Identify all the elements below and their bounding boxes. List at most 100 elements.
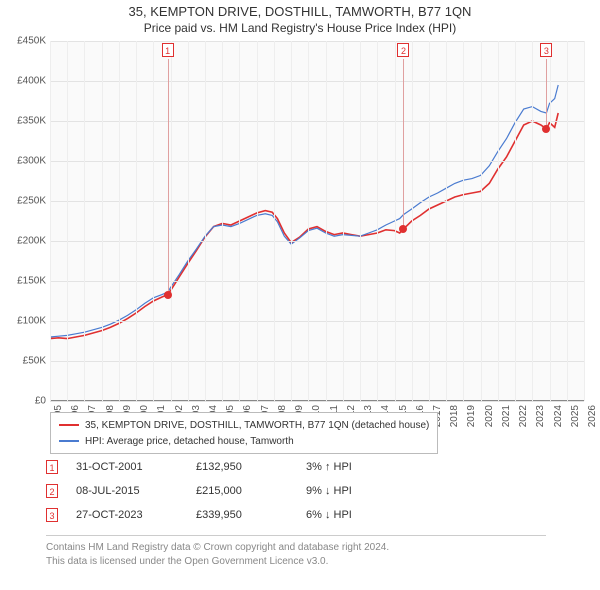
sale-price: £215,000 (196, 485, 306, 497)
x-gridline (481, 41, 482, 401)
marker-box: 2 (397, 43, 409, 57)
y-tick-label: £150K (2, 276, 46, 287)
sale-vs-hpi: 9% ↓ HPI (306, 485, 426, 497)
sale-date: 27-OCT-2023 (76, 509, 196, 521)
legend-label: HPI: Average price, detached house, Tamw… (85, 436, 294, 447)
x-gridline (84, 41, 85, 401)
x-gridline (395, 41, 396, 401)
marker-connector (403, 59, 404, 229)
x-gridline (463, 41, 464, 401)
y-gridline (50, 121, 584, 122)
x-tick-label: 2026 (587, 405, 598, 427)
chart-title-block: 35, KEMPTON DRIVE, DOSTHILL, TAMWORTH, B… (0, 0, 600, 35)
x-gridline (326, 41, 327, 401)
sale-marker-ref: 3 (46, 508, 58, 522)
sales-table: 1 31-OCT-2001£132,9503% ↑ HPI 2 08-JUL-2015… (46, 455, 426, 527)
marker-dot (164, 291, 172, 299)
y-tick-label: £100K (2, 316, 46, 327)
marker-dot (542, 125, 550, 133)
x-gridline (222, 41, 223, 401)
x-gridline (377, 41, 378, 401)
x-gridline (171, 41, 172, 401)
y-gridline (50, 201, 584, 202)
x-gridline (205, 41, 206, 401)
x-gridline (429, 41, 430, 401)
y-gridline (50, 241, 584, 242)
y-tick-label: £450K (2, 36, 46, 47)
x-tick-label: 2022 (518, 405, 529, 427)
marker-connector (546, 59, 547, 129)
chart-title-line2: Price paid vs. HM Land Registry's House … (0, 21, 600, 35)
sale-date: 31-OCT-2001 (76, 461, 196, 473)
y-tick-label: £350K (2, 116, 46, 127)
sale-marker-ref: 2 (46, 484, 58, 498)
y-tick-label: £300K (2, 156, 46, 167)
sale-price: £132,950 (196, 461, 306, 473)
y-tick-label: £0 (2, 396, 46, 407)
x-gridline (119, 41, 120, 401)
x-gridline (584, 41, 585, 401)
x-gridline (343, 41, 344, 401)
sale-vs-hpi: 6% ↓ HPI (306, 509, 426, 521)
marker-box: 1 (162, 43, 174, 57)
marker-dot (399, 225, 407, 233)
y-gridline (50, 81, 584, 82)
legend-label: 35, KEMPTON DRIVE, DOSTHILL, TAMWORTH, B… (85, 420, 429, 431)
x-tick-label: 2021 (501, 405, 512, 427)
x-tick-label: 2019 (466, 405, 477, 427)
legend-swatch (59, 424, 79, 426)
x-gridline (153, 41, 154, 401)
x-gridline (446, 41, 447, 401)
legend-item: 35, KEMPTON DRIVE, DOSTHILL, TAMWORTH, B… (59, 417, 429, 433)
y-tick-label: £50K (2, 356, 46, 367)
x-tick-label: 2024 (553, 405, 564, 427)
x-gridline (360, 41, 361, 401)
x-tick-label: 2025 (570, 405, 581, 427)
x-gridline (136, 41, 137, 401)
footer-attribution: Contains HM Land Registry data © Crown c… (46, 535, 546, 568)
x-tick-label: 2018 (449, 405, 460, 427)
chart-container: £0 £50K £100K £150K £200K £250K £300K £350K £400… (0, 35, 600, 435)
x-gridline (567, 41, 568, 401)
y-gridline (50, 321, 584, 322)
x-gridline (291, 41, 292, 401)
legend-box: 35, KEMPTON DRIVE, DOSTHILL, TAMWORTH, B… (50, 412, 438, 454)
x-gridline (308, 41, 309, 401)
legend-item: HPI: Average price, detached house, Tamw… (59, 433, 429, 449)
sale-price: £339,950 (196, 509, 306, 521)
x-tick-label: 2023 (535, 405, 546, 427)
y-gridline (50, 361, 584, 362)
x-tick-label: 2020 (484, 405, 495, 427)
sale-row: 1 31-OCT-2001£132,9503% ↑ HPI (46, 455, 426, 479)
x-gridline (257, 41, 258, 401)
y-gridline (50, 161, 584, 162)
sale-row: 3 27-OCT-2023£339,9506% ↓ HPI (46, 503, 426, 527)
x-gridline (102, 41, 103, 401)
x-gridline (239, 41, 240, 401)
x-gridline (515, 41, 516, 401)
footer-line2: This data is licensed under the Open Gov… (46, 555, 546, 569)
x-gridline (50, 41, 51, 401)
y-tick-label: £250K (2, 196, 46, 207)
x-gridline (188, 41, 189, 401)
y-gridline (50, 281, 584, 282)
footer-line1: Contains HM Land Registry data © Crown c… (46, 541, 546, 555)
plot-area (50, 41, 584, 401)
chart-title-line1: 35, KEMPTON DRIVE, DOSTHILL, TAMWORTH, B… (0, 4, 600, 19)
sale-row: 2 08-JUL-2015£215,0009% ↓ HPI (46, 479, 426, 503)
y-gridline (50, 41, 584, 42)
x-gridline (274, 41, 275, 401)
x-gridline (532, 41, 533, 401)
x-gridline (67, 41, 68, 401)
y-gridline (50, 401, 584, 402)
marker-box: 3 (540, 43, 552, 57)
y-tick-label: £400K (2, 76, 46, 87)
sale-date: 08-JUL-2015 (76, 485, 196, 497)
marker-connector (168, 59, 169, 295)
sale-marker-ref: 1 (46, 460, 58, 474)
y-tick-label: £200K (2, 236, 46, 247)
sale-vs-hpi: 3% ↑ HPI (306, 461, 426, 473)
x-gridline (550, 41, 551, 401)
x-gridline (412, 41, 413, 401)
x-gridline (498, 41, 499, 401)
